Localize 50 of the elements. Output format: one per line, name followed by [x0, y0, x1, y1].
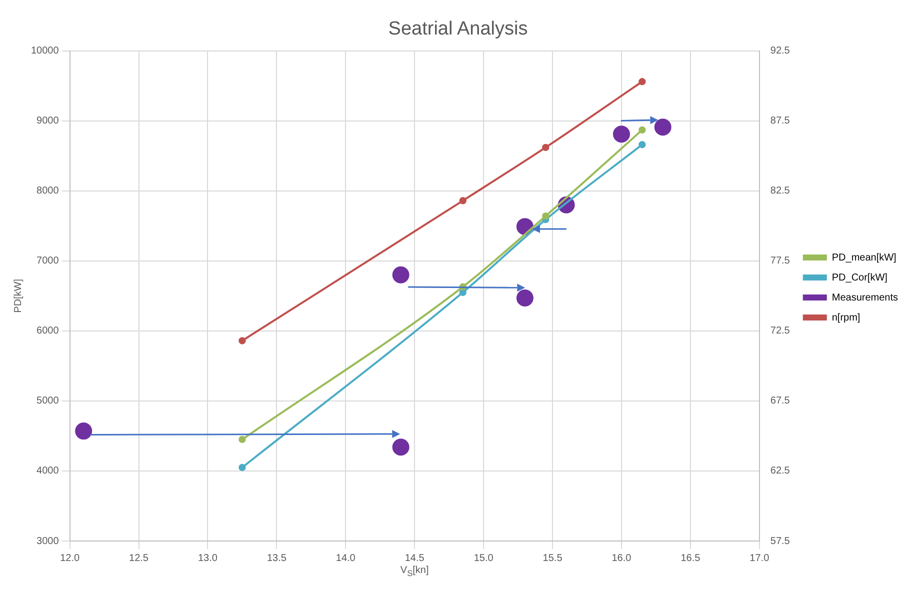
x-tick-label: 12.0: [60, 552, 80, 564]
y-tick-label: 9000: [36, 116, 60, 127]
y-tick-label: 3000: [36, 536, 60, 547]
point: [392, 266, 410, 284]
y-tick-label: 8000: [36, 186, 60, 197]
x-tick-label: 14.0: [336, 552, 356, 564]
legend-label: n[rpm]: [832, 312, 860, 324]
y-tick-label: 6000: [36, 326, 60, 337]
x-tick-label: 15.5: [542, 552, 563, 564]
y2-tick-label: 87.5: [770, 116, 790, 127]
x-tick-label: 14.5: [404, 552, 425, 564]
point: [638, 141, 646, 148]
x-tick-label: 13.5: [266, 552, 287, 564]
point: [238, 436, 246, 444]
y2-tick-label: 62.5: [770, 466, 790, 477]
x-axis-title: V$_{S}$[kn]: [400, 565, 429, 578]
y2-tick-label: 82.5: [770, 186, 790, 197]
x-tick-label: 16.0: [612, 552, 632, 564]
point: [75, 422, 92, 440]
point: [238, 337, 246, 344]
x-tick-label: 12.5: [129, 552, 149, 564]
x-tick-label: 17.0: [750, 552, 770, 564]
legend-label: Measurements: [832, 292, 898, 304]
point: [542, 212, 550, 220]
y2-tick-label: 72.5: [770, 326, 790, 337]
chart-title: Seatrial Analysis: [388, 18, 528, 40]
point: [638, 126, 646, 134]
x-tick-label: 13.0: [198, 552, 218, 564]
point: [516, 290, 534, 306]
y-tick-label: 5000: [36, 396, 60, 407]
point: [238, 464, 246, 472]
y2-tick-label: 92.5: [770, 46, 790, 57]
y-tick-label: 7000: [36, 256, 60, 267]
point: [392, 438, 410, 456]
x-tick-label: 15.0: [474, 552, 494, 564]
y-axis-title: PD[kW]: [12, 278, 24, 313]
point: [459, 197, 466, 204]
point: [638, 78, 646, 86]
point: [542, 144, 550, 152]
point: [612, 126, 630, 143]
y-tick-label: 10000: [30, 46, 60, 57]
y2-tick-label: 57.5: [770, 536, 790, 547]
y2-tick-label: 77.5: [770, 256, 790, 267]
legend-label: PD_Cor[kW]: [832, 272, 888, 284]
legend-label: PD_mean[kW]: [832, 252, 897, 264]
point: [654, 118, 672, 136]
x-tick-label: 16.5: [680, 552, 701, 564]
point: [459, 288, 466, 296]
y-tick-label: 4000: [36, 466, 60, 477]
y2-tick-label: 67.5: [770, 396, 790, 407]
